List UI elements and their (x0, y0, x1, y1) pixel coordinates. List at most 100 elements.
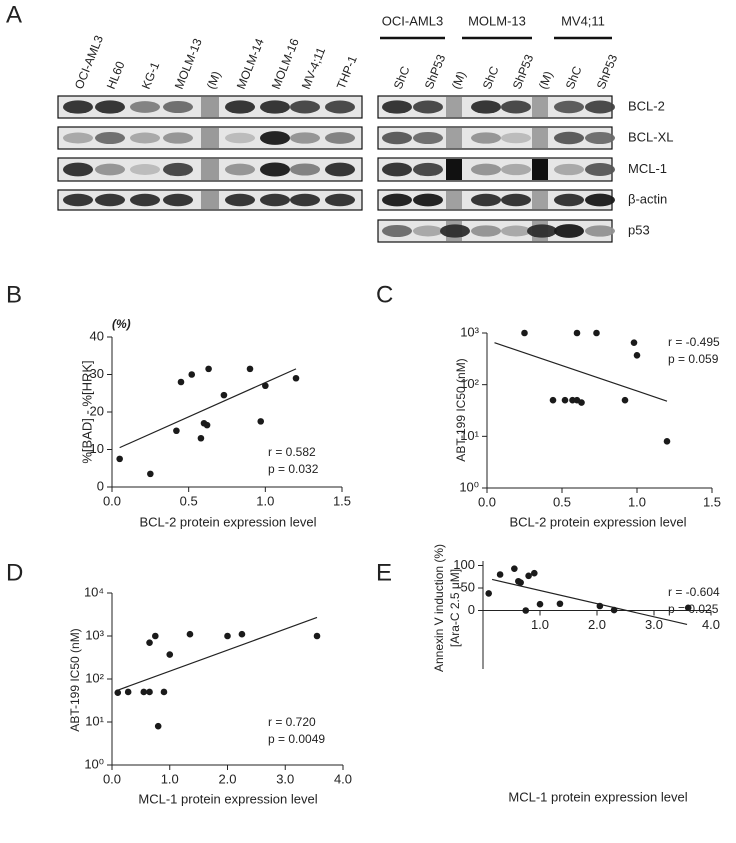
blot-band (501, 132, 531, 144)
data-point (556, 600, 564, 608)
data-point (186, 630, 194, 638)
data-point (188, 371, 196, 378)
data-point (177, 378, 185, 386)
marker-lane (446, 128, 462, 148)
data-point (173, 427, 180, 435)
lane-label: MOLM-14 (234, 36, 267, 91)
blot-band (225, 132, 255, 144)
blot-band (225, 100, 255, 114)
data-point (152, 632, 159, 640)
blot-band (413, 193, 443, 207)
y-tick-label: 10¹ (85, 713, 104, 728)
group-label: MV4;11 (561, 13, 605, 28)
fit-line (119, 368, 297, 449)
blot-band (63, 193, 93, 207)
blot-band (290, 163, 320, 176)
blot-band (325, 162, 355, 177)
blot-band (63, 132, 93, 144)
unit-note: (%) (112, 317, 131, 331)
panel-label: B (6, 281, 22, 308)
blot-band (63, 162, 93, 177)
data-point (292, 374, 300, 382)
data-point (517, 579, 524, 586)
blot-band (382, 100, 412, 114)
blot-band (585, 100, 615, 114)
data-point (536, 600, 544, 608)
blot-band (163, 132, 193, 144)
y-axis-label: [Ara-C 2.5 μM] (448, 569, 462, 647)
stat-annotation: p = 0.025 (668, 602, 719, 616)
blot-band (585, 225, 615, 237)
marker-lane (532, 97, 548, 117)
stat-annotation: r = -0.495 (668, 335, 720, 349)
blot-band (501, 100, 531, 114)
blot-band (260, 193, 290, 207)
marker-lane (532, 128, 548, 148)
marker-lane (446, 159, 462, 180)
marker-lane (201, 128, 219, 148)
blot-band (382, 131, 412, 145)
x-tick-label: 4.0 (334, 771, 352, 786)
lane-label: THP-1 (334, 53, 360, 91)
x-tick-label: 0.5 (553, 494, 571, 509)
data-point (485, 590, 493, 597)
blot-band (130, 101, 160, 113)
y-tick-label: 0 (97, 478, 104, 493)
y-tick-label: 50 (461, 579, 475, 594)
blot-band (413, 131, 443, 145)
blot-band (554, 100, 584, 114)
x-tick-label: 0.0 (103, 493, 121, 508)
x-tick-label: 1.0 (161, 771, 179, 786)
blot-band (260, 162, 290, 177)
lane-label: ShP53 (422, 52, 449, 91)
blot-band (260, 131, 290, 145)
blot-band (382, 193, 412, 207)
y-tick-label: 10³ (85, 627, 104, 642)
y-tick-label: 10¹ (460, 428, 479, 443)
panel-label: D (6, 559, 23, 586)
marker-lane (532, 191, 548, 209)
data-point (147, 470, 154, 478)
stat-annotation: r = 0.582 (268, 445, 316, 459)
blot-band (163, 193, 193, 207)
data-point (154, 722, 162, 730)
x-tick-label: 2.0 (218, 771, 236, 786)
y-tick-label: 10 (90, 441, 104, 456)
x-tick-label: 0.0 (478, 494, 496, 509)
stat-annotation: p = 0.032 (268, 462, 319, 476)
blot-band (471, 193, 501, 207)
stat-annotation: r = -0.604 (668, 585, 720, 599)
marker-lane (201, 191, 219, 209)
protein-label: p53 (628, 222, 650, 237)
data-point (203, 421, 211, 429)
x-axis-label: BCL-2 protein expression level (139, 514, 316, 529)
x-axis-label: MCL-1 protein expression level (138, 791, 317, 806)
data-point (511, 565, 518, 572)
blot-band (585, 163, 615, 176)
x-tick-label: 2.0 (588, 617, 606, 632)
blot-band (325, 132, 355, 144)
blot-band (471, 100, 501, 114)
panel-label: C (376, 281, 393, 308)
x-tick-label: 3.0 (276, 771, 294, 786)
blot-band (554, 193, 584, 207)
data-point (140, 688, 148, 696)
y-tick-label: 10⁰ (84, 756, 104, 771)
x-axis-label: BCL-2 protein expression level (509, 514, 686, 529)
blot-band (95, 131, 125, 145)
blot-band (95, 163, 125, 176)
data-point (630, 339, 638, 346)
lane-label: HL60 (104, 59, 128, 91)
x-tick-label: 1.0 (531, 617, 549, 632)
blot-band (471, 132, 501, 144)
marker-lane (201, 159, 219, 180)
data-point (496, 571, 504, 578)
data-point (262, 382, 269, 390)
blot-band (413, 100, 443, 114)
y-axis-label: ABT-199 IC50 (nM) (454, 358, 468, 461)
blot-band (413, 162, 443, 177)
data-point (522, 607, 530, 614)
stat-annotation: p = 0.059 (668, 352, 719, 366)
blot-band (471, 163, 501, 176)
